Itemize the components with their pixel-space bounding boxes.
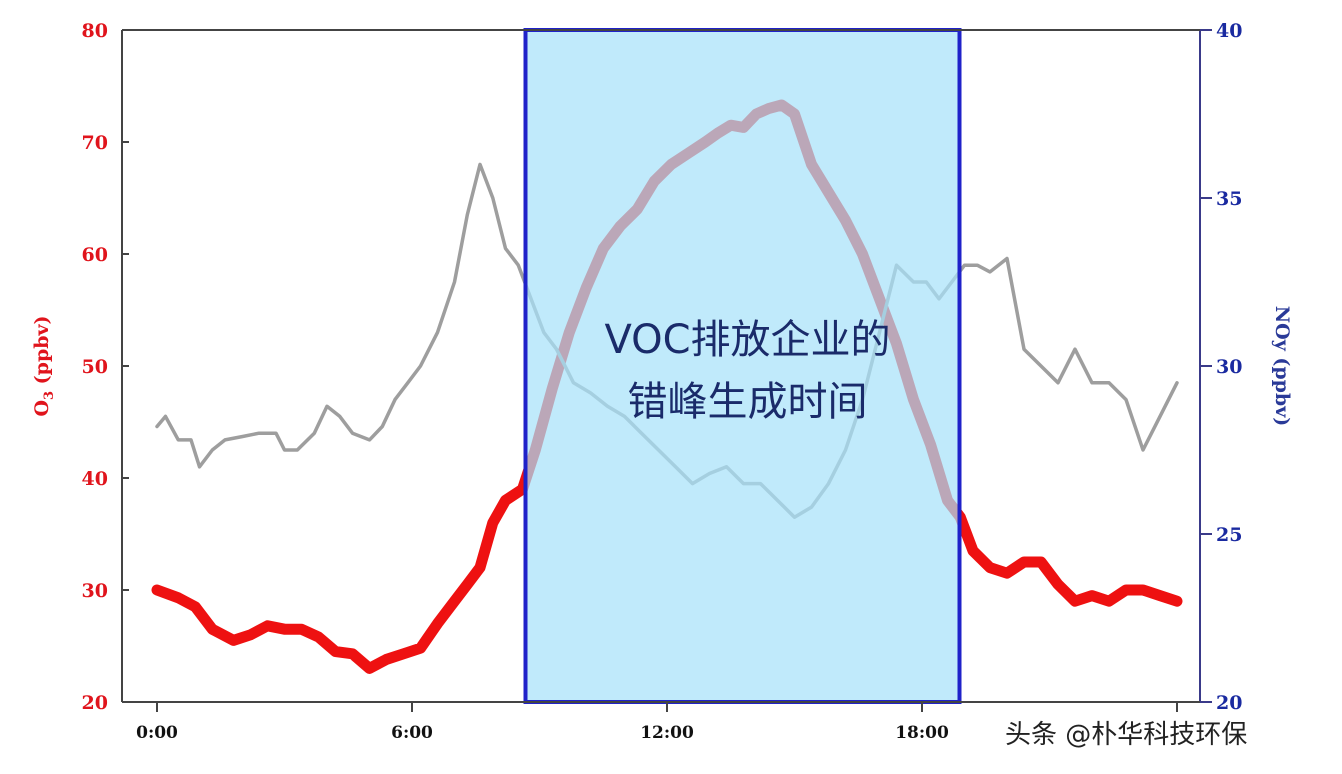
annotation-line-2: 错峰生成时间 bbox=[628, 379, 868, 425]
left-tick-label: 40 bbox=[82, 468, 108, 490]
right-tick-label: 30 bbox=[1216, 356, 1242, 378]
right-tick-label: 40 bbox=[1216, 20, 1242, 42]
left-tick-label: 50 bbox=[82, 356, 108, 378]
y-axis-right-label: NOy (ppbv) bbox=[1271, 306, 1293, 426]
left-tick-label: 70 bbox=[82, 132, 108, 154]
y-axis-left-label: O3 (ppbv) bbox=[31, 315, 57, 416]
left-tick-label: 80 bbox=[82, 20, 108, 42]
left-tick-label: 60 bbox=[82, 244, 108, 266]
right-tick-label: 20 bbox=[1216, 692, 1242, 714]
left-tick-label: 20 bbox=[82, 692, 108, 714]
right-tick-label: 25 bbox=[1216, 524, 1242, 546]
watermark: 头条 @朴华科技环保 bbox=[1005, 720, 1247, 750]
highlight-window bbox=[523, 28, 962, 704]
x-tick-label: 18:00 bbox=[895, 723, 949, 743]
right-tick-label: 35 bbox=[1216, 188, 1242, 210]
x-tick-label: 12:00 bbox=[640, 723, 694, 743]
x-tick-label: 0:00 bbox=[136, 723, 178, 743]
x-tick-label: 6:00 bbox=[391, 723, 433, 743]
annotation-line-1: VOC排放企业的 bbox=[604, 317, 890, 363]
left-tick-label: 30 bbox=[82, 580, 108, 602]
